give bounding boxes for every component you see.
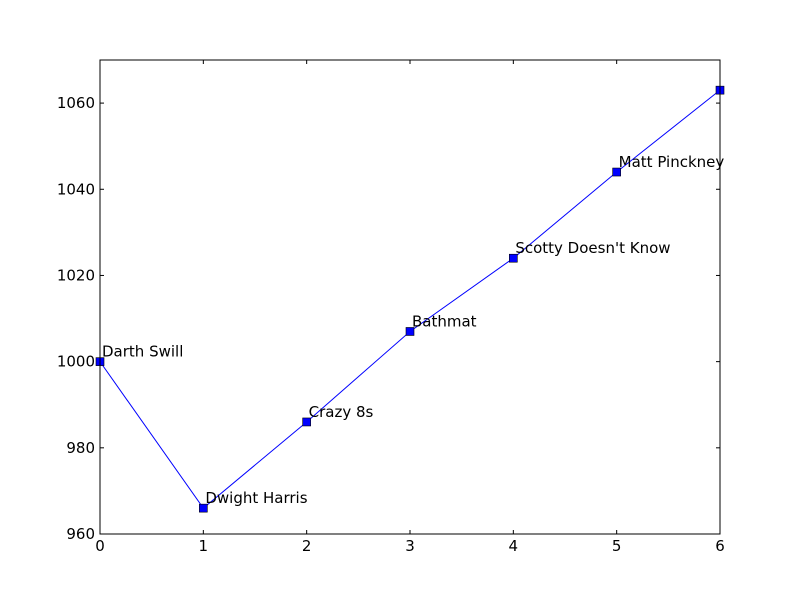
x-tick-label: 1 <box>199 537 209 555</box>
axis-ticks: 0 1 2 3 4 5 6 960 980 1000 1020 1040 1060 <box>57 60 725 555</box>
x-tick-label: 3 <box>405 537 415 555</box>
y-tick-label: 1000 <box>57 353 95 371</box>
x-tick-label: 4 <box>509 537 519 555</box>
data-point-label: Matt Pinckney <box>619 153 725 171</box>
y-tick-label: 1040 <box>57 180 95 198</box>
y-tick-label: 1020 <box>57 266 95 284</box>
y-tick-label: 1060 <box>57 94 95 112</box>
plot-frame <box>99 59 721 535</box>
data-point-marker <box>509 253 518 263</box>
data-point-label: Crazy 8s <box>309 403 374 421</box>
data-point-label: Scotty Doesn't Know <box>515 239 670 257</box>
x-tick-label: 6 <box>715 537 725 555</box>
y-tick-label: 980 <box>66 439 95 457</box>
annotation-layer: Darth Swill Dwight Harris Crazy 8s Bathmat S… <box>102 153 724 507</box>
data-point-label: Darth Swill <box>102 343 183 361</box>
x-tick-label: 5 <box>612 537 622 555</box>
plot-background <box>100 60 720 534</box>
data-point-label: Dwight Harris <box>205 489 307 507</box>
data-point-marker <box>199 503 208 513</box>
data-point-marker <box>405 327 415 336</box>
data-point-marker <box>612 167 621 177</box>
y-tick-label: 960 <box>66 525 95 543</box>
data-point-label: Bathmat <box>412 312 477 330</box>
x-tick-label: 2 <box>302 537 312 555</box>
x-tick-label: 0 <box>95 537 105 555</box>
data-point-marker <box>302 417 311 427</box>
